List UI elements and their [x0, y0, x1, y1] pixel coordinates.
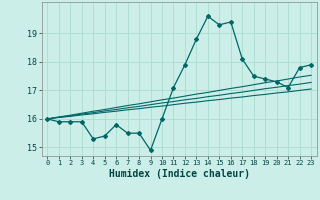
- X-axis label: Humidex (Indice chaleur): Humidex (Indice chaleur): [109, 169, 250, 179]
